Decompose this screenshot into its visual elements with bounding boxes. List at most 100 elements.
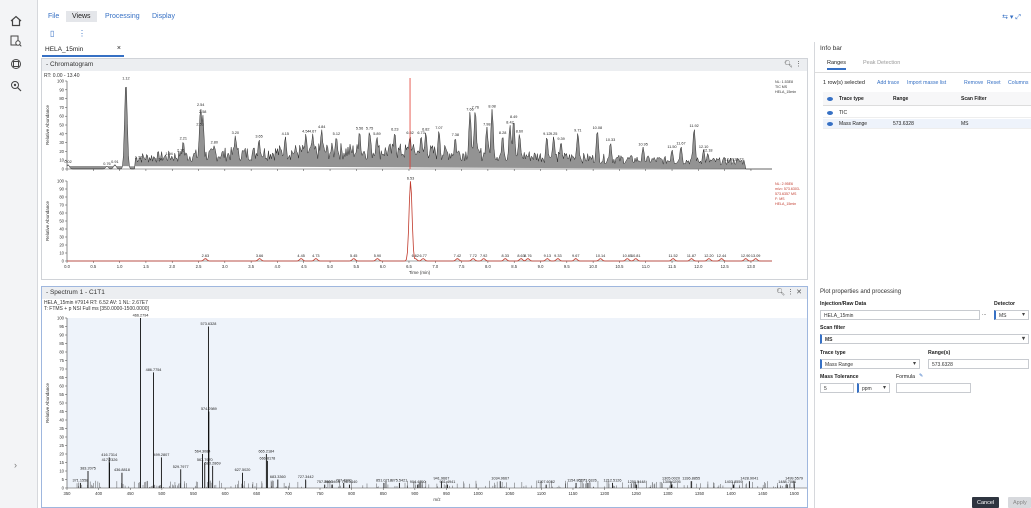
remove-link[interactable]: Remove (964, 80, 984, 86)
x-tick-label: 1.5 (143, 264, 149, 269)
tab-peak-detection[interactable]: Peak Detection (863, 60, 901, 66)
panel-menu-icon[interactable]: ⋮ (787, 289, 795, 296)
tic-peak-label: 12.59 (725, 157, 735, 161)
browse-button[interactable]: ... (982, 311, 987, 317)
injection-field[interactable]: HELA_15min (820, 310, 980, 320)
window-controls[interactable]: ⇆ ▾ ⤢ (1002, 14, 1021, 21)
table-row[interactable]: Mass Range 573.6328 MS (823, 119, 1031, 129)
menu-display[interactable]: Display (152, 13, 175, 20)
tic-peak-label: 0.02 (64, 160, 71, 164)
reset-link[interactable]: Reset (987, 80, 1001, 86)
layers-icon[interactable] (10, 57, 28, 75)
spectrum-peak-label: 941.9667 (433, 477, 449, 481)
add-trace-link[interactable]: Add trace (877, 80, 900, 86)
xic-peak-label: 7.72 (469, 254, 476, 258)
y-tick-label: 35 (59, 426, 64, 431)
y-tick-label: 15 (59, 460, 64, 465)
x-tick-label: 400 (95, 491, 103, 496)
zoom-icon[interactable]: 🔍︎ (776, 289, 786, 296)
spectrum-panel: - Spectrum 1 - C1T1 🔍︎ ⋮ ✕ HELA_15min #7… (41, 286, 808, 508)
spectrum-peak-label: 416.7314 (101, 453, 117, 457)
x-tick-label: 1500 (790, 491, 800, 496)
search-file-icon[interactable] (10, 34, 28, 52)
x-tick-label: 8.5 (511, 264, 517, 269)
spectrum-peak-label: 1403.8559 (725, 480, 743, 484)
spectrum-peak-label: 727.3442 (298, 475, 314, 479)
scan-filter-select[interactable]: MS (820, 334, 1029, 344)
x-tick-label: 4.5 (301, 264, 307, 269)
expand-rail-icon[interactable]: › (14, 460, 17, 470)
x-tick-label: 3.0 (222, 264, 228, 269)
formula-field[interactable] (896, 383, 971, 393)
visibility-icon[interactable] (827, 97, 833, 101)
spectrum-peak-label: 851.0718 (376, 478, 392, 482)
y-tick-label: 60 (59, 384, 64, 389)
scan-filter-label: Scan filter (820, 325, 846, 331)
close-icon[interactable]: ✕ (796, 289, 802, 296)
tic-peak-label: 7.76 (472, 106, 479, 110)
left-rail: › (0, 0, 38, 508)
detector-select[interactable]: MS (994, 310, 1029, 320)
plot-properties-title: Plot properties and processing (820, 289, 902, 295)
spectrum-peak-label: 417.2326 (102, 458, 118, 462)
tic-peak-label: 10.95 (638, 143, 648, 147)
x-tick-label: 7.0 (432, 264, 438, 269)
columns-link[interactable]: Columns (1008, 80, 1029, 86)
y-tick-label: 90 (59, 333, 64, 338)
y-tick-label: 95 (59, 324, 64, 329)
import-mass-list-link[interactable]: Import masse list (907, 80, 947, 86)
more-options-icon[interactable]: ⋮ (78, 29, 86, 38)
col-range: Range (893, 96, 909, 102)
spectrum-plot[interactable]: 0 5 10 15 20 25 30 35 40 45 50 55 60 65 70 75 80 85 90 95 10… (42, 312, 809, 508)
tic-peak-label: 3.20 (232, 131, 239, 135)
menu-processing[interactable]: Processing (105, 13, 140, 20)
y-tick-label: 80 (59, 350, 64, 355)
tolerance-unit-select[interactable]: ppm (857, 383, 890, 393)
cancel-button[interactable]: Cancel (972, 497, 1000, 508)
xic-peak-label: 10.81 (631, 254, 641, 258)
xic-peak-label: 10.65 (623, 254, 633, 258)
home-icon[interactable] (10, 14, 28, 32)
close-tab-icon[interactable]: × (116, 45, 121, 52)
spectrum-peak-label: 904.4950 (410, 480, 426, 484)
ranges-field[interactable]: 573.6328 (928, 359, 1029, 369)
y-tick-label: 80 (59, 195, 64, 200)
x-tick-label: 10.0 (589, 264, 598, 269)
x-tick-label: 700 (285, 491, 293, 496)
xic-peak-label: 4.45 (297, 254, 304, 258)
visibility-icon[interactable] (827, 111, 833, 115)
spectrum-peak-label: 1499.5579 (785, 477, 803, 481)
x-tick-label: 1300 (663, 491, 673, 496)
document-tab-label: HELA_15min (45, 46, 84, 53)
instrument-icon[interactable] (10, 79, 28, 97)
tic-peak-label: 9.25 (550, 132, 557, 136)
document-tab[interactable]: HELA_15min × (42, 43, 124, 57)
spectrum-peak-label: 573.6328 (201, 322, 217, 326)
x-tick-label: 650 (253, 491, 261, 496)
x-tick-label: 1.0 (117, 264, 123, 269)
panel-menu-icon[interactable]: ⋮ (795, 61, 802, 68)
spectrum-peak-label: 371.1558 (72, 478, 88, 482)
panel-tools: 🔍︎ ⋮ (784, 60, 802, 68)
mass-tolerance-field[interactable]: 5 (820, 383, 854, 393)
tic-peak-label: 12.77 (734, 157, 744, 161)
table-row[interactable]: TIC (823, 108, 1031, 118)
menu-file[interactable]: File (48, 13, 60, 20)
menu-views[interactable]: Views (66, 11, 97, 22)
document-icon[interactable]: ▯ (50, 29, 55, 38)
spectrum-peak-label: 436.8818 (114, 468, 130, 472)
apply-button[interactable]: Apply (1008, 497, 1031, 508)
tic-peak-label: 2.54 (197, 103, 204, 107)
col-scan-filter: Scan Filter (961, 96, 987, 102)
zoom-icon[interactable]: 🔍︎ (784, 61, 794, 68)
y-tick-label: 30 (59, 435, 64, 440)
edit-icon[interactable]: ✎ (919, 373, 924, 379)
y-tick-label: 20 (59, 243, 64, 248)
x-tick-label: 9.5 (564, 264, 570, 269)
visibility-icon[interactable] (827, 122, 833, 126)
trace-type-select[interactable]: Mass Range (820, 359, 920, 369)
tab-ranges[interactable]: Ranges (827, 60, 846, 70)
x-tick-label: 2.5 (196, 264, 202, 269)
formula-label: Formula (896, 374, 916, 380)
